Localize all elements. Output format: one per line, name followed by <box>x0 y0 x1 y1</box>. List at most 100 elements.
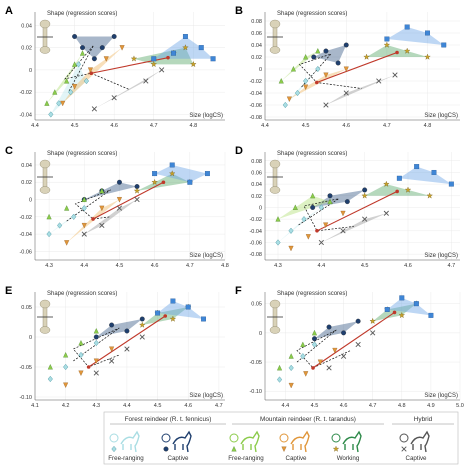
data-point-mountain-captive <box>343 66 349 72</box>
x-tick-label: 4.7 <box>383 123 391 129</box>
sex-symbol-icon <box>331 433 341 443</box>
y-tick-label: 0.02 <box>251 55 262 61</box>
data-point-hybrid <box>340 353 347 359</box>
data-point-hybrid <box>343 90 349 96</box>
y-tick-label: 0.02 <box>21 46 32 52</box>
data-point-mountain-free <box>310 192 316 199</box>
data-point-hybrid <box>159 67 165 73</box>
data-point-mountain-working <box>139 321 146 328</box>
data-point-forest-captive <box>109 322 115 328</box>
legend-item-label: Captive <box>406 455 428 462</box>
data-point-forest-captive <box>310 205 316 210</box>
hull-mountain-free <box>50 331 97 367</box>
reindeer-icon <box>290 430 310 453</box>
data-point-mountain-free <box>78 340 84 346</box>
x-tick-label: 4.4 <box>31 123 39 129</box>
panel-label: B <box>235 5 243 17</box>
data-point-reference <box>425 30 430 36</box>
bone-end-icon <box>39 19 51 29</box>
sex-symbol-icon <box>109 433 119 443</box>
mean-trajectory-line <box>298 53 362 89</box>
data-point-forest-free <box>56 100 62 107</box>
x-tick-label: 4.7 <box>369 403 377 409</box>
data-point-forest-captive <box>80 45 85 51</box>
data-point-mountain-free <box>63 352 69 358</box>
data-point-mountain-free <box>72 61 78 67</box>
data-point-mountain-captive <box>72 84 78 90</box>
y-tick-label: 0.08 <box>251 19 262 25</box>
hull-reference <box>387 297 431 316</box>
panel-label: D <box>235 145 243 157</box>
data-point-forest-free <box>78 351 84 359</box>
data-point-mountain-free <box>288 353 294 359</box>
y-axis-label: Shape (regression scores) <box>47 291 117 297</box>
panel-E: 4.1 4.2 4.3 4.4 4.5 4.6 4.7 -0.10 -0.05 0 0.05 Shap… <box>5 285 225 409</box>
y-tick-label: 0.06 <box>251 170 262 176</box>
panel-label: F <box>235 285 242 297</box>
data-point-mountain-free <box>277 364 283 371</box>
x-axis-label: Size (logCS) <box>424 253 458 259</box>
data-point-mountain-captive <box>317 359 323 366</box>
mean-point <box>161 180 166 185</box>
y-tick-label: -0.02 <box>249 79 262 85</box>
data-point-forest-free <box>315 65 321 73</box>
x-axis-label: Size (logCS) <box>424 113 458 119</box>
legend-item-label: Free-ranging <box>228 455 264 462</box>
y-tick-label: 0 <box>29 198 32 204</box>
y-tick-label: -0.08 <box>249 115 262 121</box>
x-tick-label: 4.9 <box>427 403 435 409</box>
data-point-mountain-captive <box>93 358 99 364</box>
data-point-mountain-working <box>403 47 411 54</box>
hull-forest-free <box>278 207 322 243</box>
data-point-mountain-free <box>278 78 284 84</box>
y-tick-label: -0.06 <box>19 249 32 255</box>
x-tick-label: 4.6 <box>184 403 192 409</box>
sex-symbol-icon <box>399 433 409 443</box>
data-point-hybrid <box>326 365 332 371</box>
data-point-mountain-working <box>424 53 431 60</box>
x-tick-label: 5.0 <box>456 403 464 409</box>
legend-marker <box>332 445 340 452</box>
y-tick-label: 0 <box>259 331 262 337</box>
data-point-hybrid <box>370 330 376 336</box>
y-axis-label: Shape (regression scores) <box>277 11 347 17</box>
legend-marker <box>163 446 169 452</box>
bone-end-icon <box>39 299 51 309</box>
x-tick-label: 4.5 <box>361 263 369 269</box>
data-point-hybrid <box>355 341 361 348</box>
data-point-forest-captive <box>355 318 361 324</box>
data-point-mountain-free <box>300 341 306 347</box>
data-point-mountain-free <box>52 89 58 95</box>
mean-point <box>395 189 399 194</box>
x-tick-label: 4.6 <box>110 123 118 129</box>
hull-mountain-free <box>281 51 318 81</box>
mean-point <box>395 50 399 55</box>
mean-trajectory-line <box>72 327 120 368</box>
mean-point <box>311 366 315 370</box>
data-point-forest-captive <box>341 330 347 336</box>
y-tick-label: 0.04 <box>21 163 32 169</box>
mean-red-line <box>88 315 166 368</box>
x-tick-label: 4.2 <box>62 403 70 409</box>
hull-mountain-working <box>133 47 194 65</box>
bone-end-icon <box>39 46 51 54</box>
data-point-hybrid <box>93 370 99 376</box>
data-point-mountain-free <box>315 48 321 54</box>
x-tick-label: 4.8 <box>190 123 198 129</box>
legend-group-title: Mountain reindeer (R. t. tarandus) <box>260 416 356 423</box>
x-tick-label: 4.5 <box>302 123 310 129</box>
data-point-mountain-free <box>79 50 86 56</box>
data-point-forest-free <box>288 364 294 372</box>
data-point-forest-free <box>282 101 288 109</box>
panel-A: 4.4 4.5 4.6 4.7 4.8 -0.04 -0.02 0 0.02 0.04 Shape … <box>5 5 225 129</box>
hull-forest-captive <box>312 189 365 208</box>
data-point-reference <box>399 295 405 301</box>
data-point-mountain-working <box>363 53 370 60</box>
data-point-mountain-free <box>46 213 52 220</box>
data-point-mountain-working <box>151 178 158 185</box>
mean-point <box>392 310 397 315</box>
data-point-mountain-working <box>169 170 176 177</box>
mean-point <box>89 71 94 76</box>
data-point-reference <box>431 169 437 175</box>
